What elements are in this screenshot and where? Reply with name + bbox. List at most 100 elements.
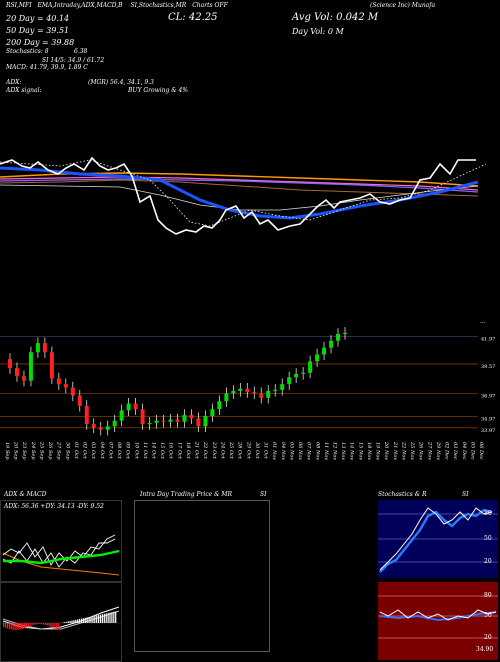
moving-average-chart <box>0 140 500 250</box>
date-tick-label: 24 Sep <box>30 442 36 460</box>
macd-histogram-bar <box>58 623 59 629</box>
candle-body <box>231 391 235 393</box>
si-level-20: 20 <box>484 634 492 641</box>
candle-body <box>176 419 180 421</box>
macd-histogram-bar <box>66 622 67 623</box>
date-tick-label: 21 Oct <box>194 442 200 459</box>
candle-body <box>280 384 284 390</box>
stochastics-panel: 80 50 20 <box>378 500 498 578</box>
candle-body <box>113 421 117 427</box>
stoch-blue-line <box>380 510 492 572</box>
macd-histogram-bar <box>102 614 103 623</box>
date-tick-label: 08 Oct <box>116 442 122 459</box>
candle-body <box>36 343 40 352</box>
macd-histogram-bar <box>18 623 19 630</box>
candle-body <box>189 415 193 418</box>
candle-body <box>182 415 186 422</box>
candle-body <box>78 396 82 406</box>
header-tab-rsi[interactable]: RSI,MFI <box>6 2 32 9</box>
header-tab-si[interactable]: SI,Stochastics,MR <box>131 2 187 9</box>
macd-histogram-bar <box>51 623 52 627</box>
date-tick-label: 20 Sep <box>13 442 19 460</box>
header-tab-charts[interactable]: Charts OFF <box>192 2 228 9</box>
macd-histogram-bar <box>87 617 88 623</box>
date-tick-label: 30 Oct <box>254 442 260 459</box>
adx-panel-title: ADX & MACD <box>4 491 46 498</box>
macd-histogram-bar <box>30 623 31 626</box>
candle-body <box>57 378 61 384</box>
candle-body <box>238 389 242 391</box>
date-tick-label: 03 Oct <box>90 442 96 459</box>
candle-body <box>329 341 333 348</box>
date-tick-label: 14 Oct <box>151 442 157 459</box>
candle-body <box>22 376 26 381</box>
adx-readout: ADX: 56.36 +DY: 34.13 -DY: 9.52 <box>4 503 104 510</box>
ma200-label: 200 Day = 39.88 <box>6 38 74 47</box>
macd-chart <box>1 583 121 661</box>
date-tick-label: 25 Oct <box>228 442 234 459</box>
candle-body <box>29 352 33 381</box>
date-tick-label: 22 Nov <box>400 442 406 460</box>
candle-body <box>224 393 228 401</box>
date-tick-label: 19 Sep <box>4 442 10 460</box>
company-name: (Science Inc) Munafa <box>370 2 435 9</box>
macd-histogram-bar <box>26 623 27 627</box>
candle-body <box>266 391 270 398</box>
macd-histogram-bar <box>11 623 12 630</box>
macd-histogram-bar <box>70 621 71 623</box>
macd-histogram-bar <box>54 623 55 628</box>
adx-label: ADX: <box>6 79 21 86</box>
date-tick-label: 26 Nov <box>418 442 424 460</box>
date-tick-label: 31 Oct <box>263 442 269 459</box>
date-tick-label: 14 Nov <box>349 442 355 460</box>
date-tick-label: 29 Oct <box>245 442 251 459</box>
stoch-si-label: SI <box>462 491 468 498</box>
macd-label: MACD: 41.79, 39.9, 1.89 C <box>6 64 88 71</box>
macd-histogram-bar <box>106 613 107 623</box>
candle-body <box>287 377 291 384</box>
date-tick-label: 29 Nov <box>435 442 441 460</box>
candle-body <box>343 333 347 334</box>
macd-histogram-bar <box>37 623 38 624</box>
adx-signal-label: ADX signal: <box>6 87 42 94</box>
rsi-white-line <box>0 158 476 234</box>
date-tick-label: 23 Sep <box>21 442 27 460</box>
date-tick-label: 25 Nov <box>409 442 415 460</box>
date-tick-label: 28 Oct <box>237 442 243 459</box>
macd-histogram-bar <box>9 623 10 629</box>
date-tick-label: 16 Oct <box>168 442 174 459</box>
intraday-si-label: SI <box>260 491 266 498</box>
intraday-panel <box>134 500 270 652</box>
candle-body <box>106 426 110 429</box>
avg-volume: Avg Vol: 0.042 M <box>292 12 378 23</box>
candle-body <box>245 389 249 392</box>
macd-histogram-bar <box>24 623 25 628</box>
ma20-label: 20 Day = 40.14 <box>6 14 69 23</box>
macd-histogram-bar <box>113 612 114 623</box>
candle-body <box>15 368 19 376</box>
macd-histogram-bar <box>47 623 48 625</box>
macd-histogram-bar <box>20 623 21 629</box>
macd-histogram-bar <box>81 619 82 623</box>
candle-body <box>127 404 131 411</box>
date-tick-label: 22 Oct <box>202 442 208 459</box>
ma-brown-line <box>0 180 478 196</box>
header-line: RSI,MFI EMA,Intraday,ADX,MACD,B SI,Stoch… <box>6 2 296 9</box>
stoch-level-50: 50 <box>484 535 492 542</box>
close-price: CL: 42.25 <box>168 12 217 23</box>
macd-histogram-bar <box>22 623 23 629</box>
candle-body <box>294 374 298 377</box>
macd-histogram-bar <box>73 620 74 623</box>
date-tick-label: 25 Sep <box>38 442 44 460</box>
date-tick-label: 04 Dec <box>461 442 467 460</box>
si-panel: 80 50 20 34.90 <box>378 582 498 660</box>
price-level-label: 36.97 <box>481 394 495 400</box>
date-tick-label: 04 Nov <box>280 442 286 460</box>
macd-histogram-bar <box>28 623 29 627</box>
header-tab-ema[interactable]: EMA,Intraday,ADX,MACD,B <box>38 2 123 9</box>
macd-histogram-bar <box>45 623 46 625</box>
si-label: SI 14/5: 34.9 / 61.72 <box>42 57 104 64</box>
date-tick-label: 18 Oct <box>185 442 191 459</box>
si-level-80: 80 <box>484 592 492 599</box>
